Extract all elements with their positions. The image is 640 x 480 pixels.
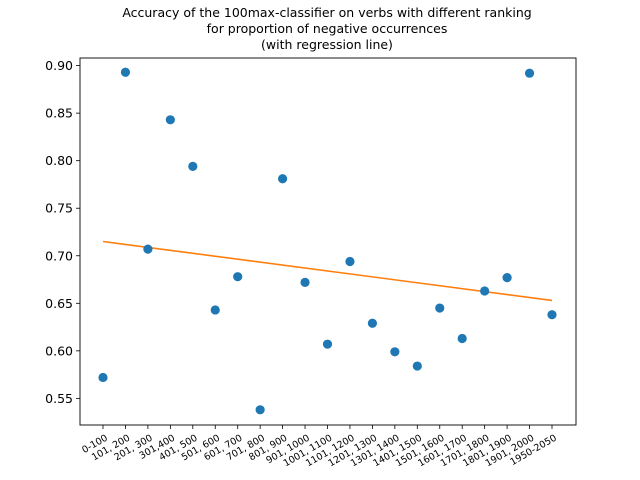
y-tick-label: 0.75	[45, 201, 73, 216]
y-tick-label: 0.55	[45, 391, 73, 406]
data-point	[278, 174, 288, 184]
data-point	[502, 273, 512, 283]
data-point	[457, 333, 467, 344]
data-point	[98, 372, 108, 383]
plot-frame	[79, 57, 577, 426]
title-line-1: Accuracy of the 100max-classifier on ver…	[122, 5, 531, 20]
title-line-3: (with regression line)	[261, 37, 393, 52]
data-point	[412, 361, 422, 371]
regression-line	[102, 240, 553, 302]
data-point	[143, 244, 153, 254]
y-tick-label: 0.80	[45, 153, 73, 168]
data-point	[120, 67, 131, 77]
plot-area: 0.550.600.650.700.750.800.850.900-100101…	[45, 57, 577, 469]
chart-title: Accuracy of the 100max-classifier on ver…	[122, 5, 531, 52]
y-tick-label: 0.85	[45, 106, 73, 121]
y-tick-label: 0.65	[45, 296, 73, 311]
data-point	[300, 277, 310, 287]
data-point	[367, 318, 377, 328]
data-point	[390, 347, 400, 357]
data-point	[435, 303, 445, 313]
data-point	[345, 256, 355, 267]
title-line-2: for proportion of negative occurrences	[207, 21, 448, 36]
data-point	[322, 339, 333, 349]
data-point	[233, 272, 243, 282]
data-point	[547, 310, 557, 320]
data-point	[188, 161, 198, 171]
y-tick-label: 0.90	[45, 58, 73, 73]
data-point	[524, 68, 535, 78]
data-point	[480, 286, 490, 296]
data-point	[165, 115, 175, 125]
data-point	[210, 305, 220, 315]
data-point	[255, 405, 265, 415]
y-tick-label: 0.60	[45, 343, 73, 358]
y-tick-label: 0.70	[45, 248, 73, 263]
